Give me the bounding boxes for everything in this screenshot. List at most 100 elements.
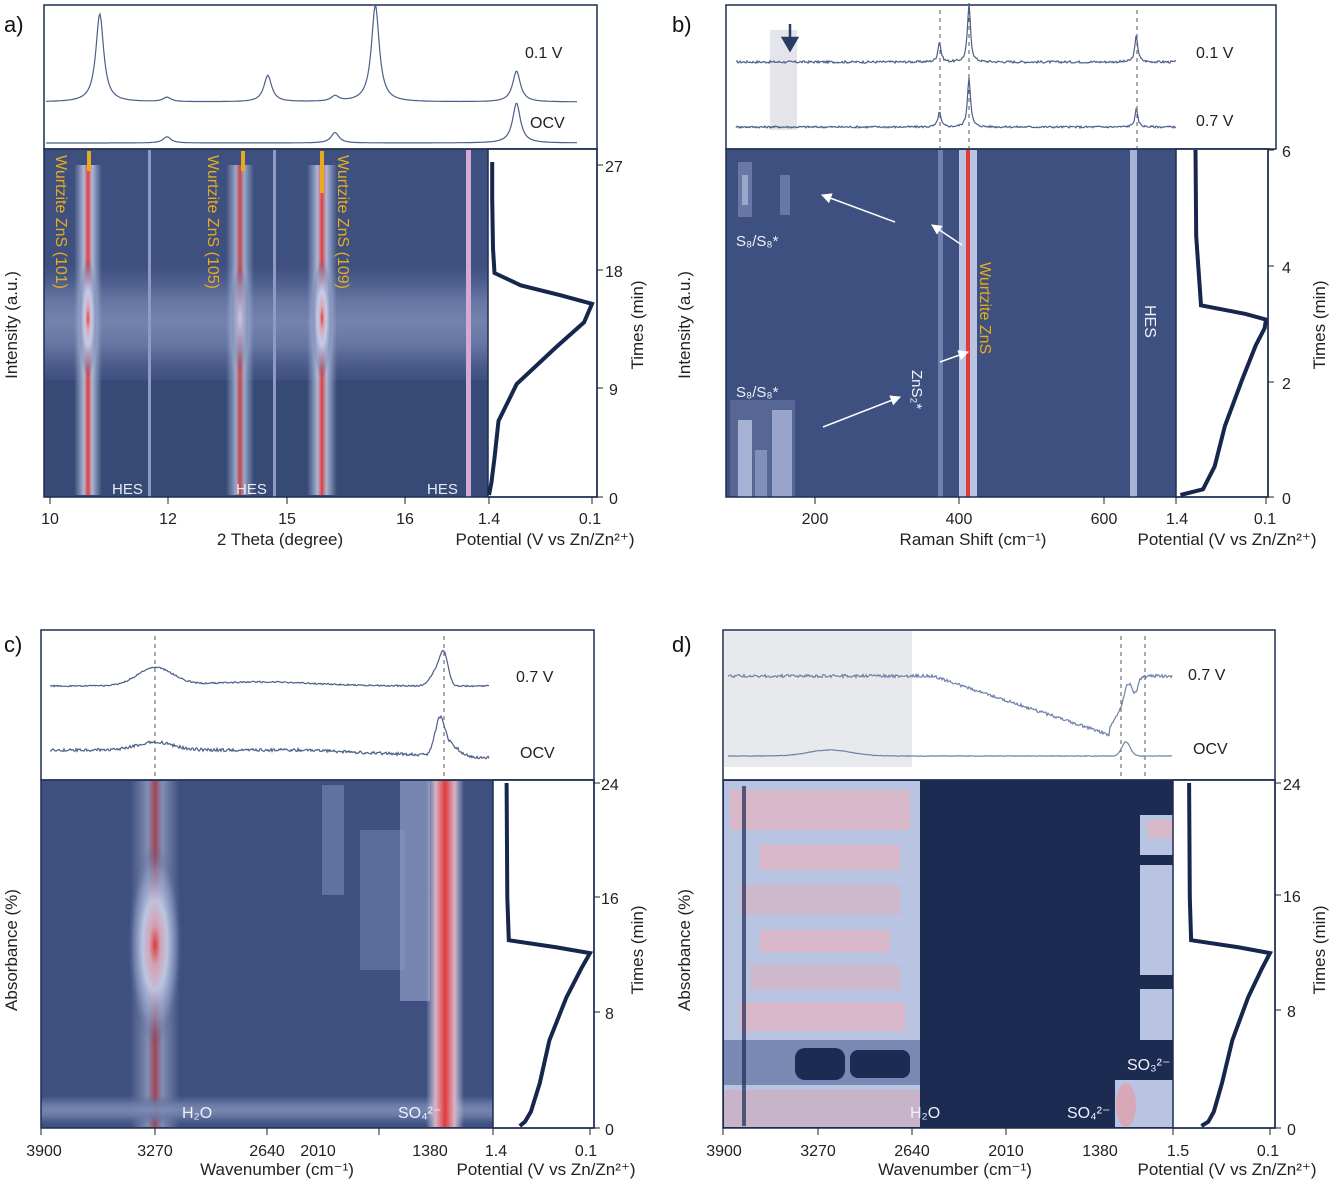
panel-c-water-blob xyxy=(127,845,183,1045)
panel-c-ylabel: Absorbance (%) xyxy=(2,889,21,1011)
panel-b-ytick-0: 6 xyxy=(1282,144,1291,161)
panel-a-hes-line-2 xyxy=(273,150,276,497)
panel-c-label: c) xyxy=(4,632,22,657)
panel-d-xtick-1: 3270 xyxy=(800,1143,836,1160)
panel-c-cluster-3 xyxy=(400,781,430,1001)
panel-a-spectra-frame xyxy=(43,4,598,150)
panel-b-ytick-2: 2 xyxy=(1282,376,1291,393)
panel-c-xticks: 3900 3270 2640 2010 1380 1.4 0.1 xyxy=(26,1128,597,1160)
panel-a-potential-curve xyxy=(487,162,595,496)
panel-a-peak-105-core xyxy=(231,263,249,373)
panel-d-right-strip-pink xyxy=(1148,820,1173,838)
panel-a-marker-105 xyxy=(241,151,245,171)
panel-a-peak-109-core xyxy=(312,258,332,378)
panel-d-heatmap-frame xyxy=(722,779,1276,1129)
panel-b-y2label: Times (min) xyxy=(1310,280,1329,369)
panel-c: c) 0.7 V OCV H₂O SO₄²⁻ 3900 3270 264 xyxy=(2,629,647,1179)
panel-b-arrow-2 xyxy=(931,224,963,246)
panel-c-annotation-h2o: H₂O xyxy=(182,1105,212,1122)
panel-d-ytick-2: 8 xyxy=(1287,1004,1296,1021)
panel-b-spectrum-1-label: 0.7 V xyxy=(1196,113,1234,130)
panel-b-annotation-wurtzite: Wurtzite ZnS xyxy=(976,262,993,354)
panel-c-annotation-so4: SO₄²⁻ xyxy=(398,1105,441,1122)
panel-a-hes-line-1 xyxy=(148,150,151,497)
panel-d-xtick-2: 2640 xyxy=(894,1143,930,1160)
panel-c-xtick-1: 3270 xyxy=(137,1143,173,1160)
panel-a-ytick-2: 9 xyxy=(609,382,618,399)
panel-b-ytick-1: 4 xyxy=(1282,260,1291,277)
panel-d-so4-blob xyxy=(1116,1083,1136,1127)
panel-a-xtick-3: 16 xyxy=(396,511,414,528)
panel-d-y2label: Times (min) xyxy=(1310,905,1329,994)
panel-a-ytick-3: 0 xyxy=(609,491,618,508)
panel-a-band-dark xyxy=(44,380,488,497)
panel-d-xtick-4: 1380 xyxy=(1082,1143,1118,1160)
panel-a-ytick-0: 27 xyxy=(605,159,623,176)
panel-c-xtick-0: 3900 xyxy=(26,1143,62,1160)
panel-b-annotation-zns2: ZnS₂* xyxy=(908,370,925,409)
panel-c-sulfate-column xyxy=(426,781,464,1127)
panel-a-hes-label-1: HES xyxy=(112,481,143,498)
panel-b-heatmap xyxy=(726,149,1176,497)
panel-a-xtick-0: 10 xyxy=(41,511,59,528)
panel-b-spectra-frame xyxy=(725,4,1277,150)
panel-c-xtick-2: 2640 xyxy=(249,1143,285,1160)
panel-b-spectrum-0-label: 0.1 V xyxy=(1196,45,1234,62)
panel-b-xticks: 200 400 600 1.4 0.1 xyxy=(802,497,1276,528)
panel-a-spectrum-1-label: OCV xyxy=(530,115,565,132)
panel-d-spectrum-0-label: 0.7 V xyxy=(1188,667,1226,684)
panel-a-marker-101 xyxy=(87,151,91,171)
panel-d-yticks: 24 16 8 0 xyxy=(1275,777,1301,1139)
panel-a-xtick-4: 1.4 xyxy=(478,511,500,528)
panel-a-potential-label: Potential (V vs Zn/Zn²⁺) xyxy=(455,530,634,549)
panel-a-xtick-2: 15 xyxy=(278,511,296,528)
panel-b-xtick-4: 0.1 xyxy=(1254,511,1276,528)
panel-c-potential-label: Potential (V vs Zn/Zn²⁺) xyxy=(456,1160,635,1179)
panel-b-xtick-3: 1.4 xyxy=(1166,511,1188,528)
panel-b-xlabel: Raman Shift (cm⁻¹) xyxy=(900,530,1047,549)
panel-b-potential-label: Potential (V vs Zn/Zn²⁺) xyxy=(1137,530,1316,549)
panel-a-hes-label-3: HES xyxy=(427,481,458,498)
panel-c-spectrum-1-label: OCV xyxy=(520,745,555,762)
panel-c-ytick-2: 8 xyxy=(605,1006,614,1023)
panel-a-peak-label-109: Wurtzite ZnS (109) xyxy=(334,155,351,289)
panel-b-spectrum-1 xyxy=(735,77,1177,130)
panel-d-xtick-3: 2010 xyxy=(988,1143,1024,1160)
panel-d-potential-label: Potential (V vs Zn/Zn²⁺) xyxy=(1137,1160,1316,1179)
panel-a-yticks: 27 18 9 0 xyxy=(597,159,623,508)
panel-a-band xyxy=(44,265,488,380)
panel-a-hes-label-2: HES xyxy=(236,481,267,498)
panel-d-ytick-0: 24 xyxy=(1283,777,1301,794)
panel-a-xlabel: 2 Theta (degree) xyxy=(217,530,343,549)
panel-b-peak-645 xyxy=(1130,150,1137,497)
panel-b-arrow-3 xyxy=(939,350,969,363)
panel-d-potential-curve xyxy=(1187,782,1274,1128)
panel-a-ylabel: Intensity (a.u.) xyxy=(2,271,21,379)
panel-d-xtick-6: 0.1 xyxy=(1257,1143,1279,1160)
panel-a-peak-label-101: Wurtzite ZnS (101) xyxy=(52,155,69,289)
panel-c-spectrum-1 xyxy=(49,714,490,760)
panel-a-hes-line-3 xyxy=(466,150,471,497)
panel-d-ytick-3: 0 xyxy=(1287,1122,1296,1139)
panel-c-spectrum-0-label: 0.7 V xyxy=(516,669,554,686)
panel-c-xlabel: Wavenumber (cm⁻¹) xyxy=(200,1160,354,1179)
panel-d-spectrum-1 xyxy=(727,741,1173,757)
panel-a-peak-101-core xyxy=(79,258,97,378)
panel-a-heatmap-frame xyxy=(43,148,598,498)
panel-b-xtick-0: 200 xyxy=(802,511,829,528)
panel-c-xtick-6: 0.1 xyxy=(575,1143,597,1160)
panel-a-label: a) xyxy=(4,12,24,37)
panel-c-ytick-3: 0 xyxy=(605,1122,614,1139)
panel-b-s8-bottom xyxy=(730,400,795,497)
panel-b-yticks: 6 4 2 0 xyxy=(1268,144,1291,508)
panel-b-arrow-4 xyxy=(822,395,901,428)
panel-b-peak-372 xyxy=(938,150,943,497)
panel-c-ytick-0: 24 xyxy=(601,777,619,794)
panel-c-water-base xyxy=(41,1095,493,1125)
panel-c-xtick-4: 1380 xyxy=(412,1143,448,1160)
panel-b-annotation-s8-bottom: S₈/S₈* xyxy=(736,384,779,401)
panel-b-annotation-s8-top: S₈/S₈* xyxy=(736,233,779,250)
panel-d-ytick-1: 16 xyxy=(1283,889,1301,906)
panel-c-ytick-1: 16 xyxy=(601,891,619,908)
